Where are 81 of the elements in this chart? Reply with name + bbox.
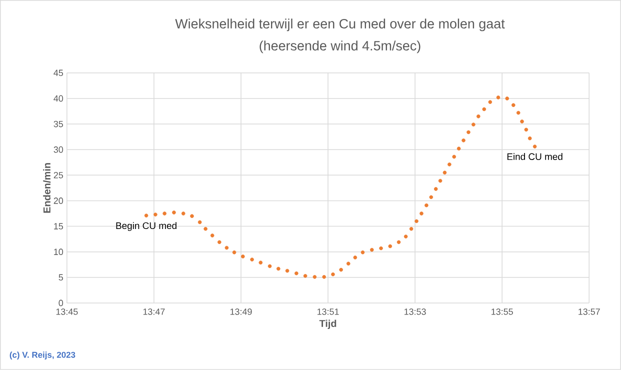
point bbox=[294, 271, 298, 276]
x-axis-title: Tijd bbox=[319, 320, 336, 330]
point bbox=[472, 122, 476, 126]
point bbox=[258, 260, 263, 265]
point bbox=[516, 110, 520, 115]
x-tick-label: 13:57 bbox=[578, 308, 600, 315]
y-tick-label: 0 bbox=[58, 300, 64, 306]
point bbox=[379, 246, 383, 250]
y-axis-title: Enden/min bbox=[43, 163, 51, 213]
point bbox=[388, 244, 392, 248]
point bbox=[448, 162, 452, 166]
point bbox=[434, 187, 438, 191]
annotation: Eind CU med bbox=[507, 153, 562, 160]
point bbox=[482, 107, 486, 112]
point bbox=[409, 226, 414, 231]
point bbox=[505, 96, 510, 100]
point bbox=[276, 266, 280, 271]
y-tick-label: 40 bbox=[54, 95, 64, 102]
x-tick-label: 13:55 bbox=[492, 308, 513, 315]
y-tick-label: 30 bbox=[54, 146, 64, 153]
point bbox=[224, 246, 229, 250]
point bbox=[442, 170, 447, 175]
point bbox=[285, 268, 290, 273]
point bbox=[466, 130, 470, 134]
point bbox=[353, 256, 358, 260]
x-tick-label: 13:47 bbox=[143, 308, 165, 315]
point bbox=[414, 219, 418, 224]
x-tick-label: 13:49 bbox=[230, 308, 252, 315]
point bbox=[210, 234, 214, 238]
point bbox=[360, 250, 365, 254]
point bbox=[520, 120, 524, 124]
point bbox=[312, 275, 317, 279]
point bbox=[268, 264, 272, 268]
point bbox=[438, 178, 442, 183]
point bbox=[420, 212, 424, 216]
point bbox=[396, 240, 401, 244]
y-tick-label: 45 bbox=[54, 70, 64, 76]
y-tick-label: 20 bbox=[54, 198, 64, 204]
y-tick-label: 35 bbox=[54, 120, 64, 128]
point bbox=[462, 138, 466, 142]
point bbox=[528, 136, 532, 140]
point bbox=[424, 203, 428, 208]
point bbox=[511, 103, 516, 108]
point bbox=[190, 214, 194, 218]
point bbox=[232, 250, 236, 254]
text: (c) V. Reijs, 2023 bbox=[10, 352, 76, 360]
point bbox=[322, 275, 326, 279]
chart-title: Wieksnelheid terwijl er een Cu med over de molen gaat bbox=[175, 18, 505, 32]
x-tick-label: 13:45 bbox=[56, 308, 78, 315]
point bbox=[532, 144, 537, 148]
point bbox=[331, 272, 335, 276]
chart-subtitle: (heersende wind 4.5m/sec) bbox=[260, 40, 420, 54]
point bbox=[250, 258, 254, 262]
point bbox=[144, 214, 148, 218]
point bbox=[496, 96, 500, 100]
point bbox=[476, 114, 480, 118]
point bbox=[154, 212, 158, 216]
point bbox=[217, 240, 222, 244]
y-tick-label: 5 bbox=[58, 274, 64, 281]
point bbox=[339, 268, 343, 272]
point bbox=[162, 212, 166, 216]
point bbox=[346, 262, 350, 266]
point bbox=[370, 248, 374, 252]
point bbox=[456, 146, 461, 151]
point bbox=[404, 234, 408, 238]
point bbox=[198, 220, 202, 224]
point bbox=[204, 226, 208, 231]
y-tick-label: 15 bbox=[54, 223, 64, 230]
annotation: Begin CU med bbox=[116, 222, 176, 231]
y-tick-label: 25 bbox=[54, 172, 64, 178]
point bbox=[172, 210, 176, 214]
x-tick-label: 13:51 bbox=[317, 308, 339, 315]
point bbox=[488, 100, 492, 104]
point bbox=[240, 254, 245, 258]
point bbox=[303, 274, 308, 278]
point bbox=[181, 212, 186, 216]
point bbox=[429, 195, 434, 200]
x-tick-label: 13:53 bbox=[404, 308, 426, 315]
point bbox=[524, 128, 528, 132]
y-tick-label: 10 bbox=[54, 248, 64, 256]
point bbox=[452, 154, 456, 159]
